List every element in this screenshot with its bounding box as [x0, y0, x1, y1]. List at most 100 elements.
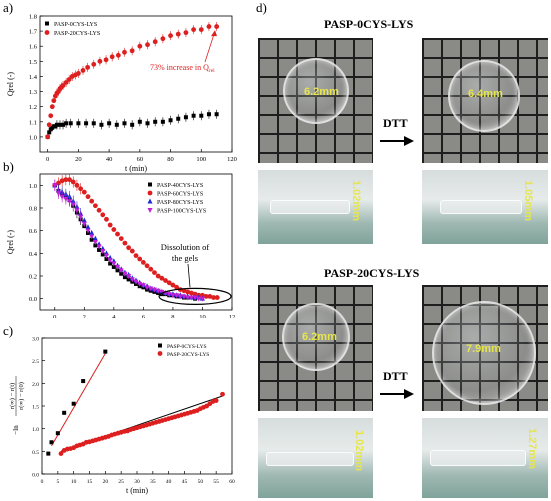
data-point: [145, 121, 150, 126]
data-point: [111, 227, 117, 232]
data-point: [183, 30, 189, 36]
data-point: [140, 283, 146, 289]
data-point: [66, 77, 72, 82]
data-point: [155, 288, 161, 294]
x-axis-label: t (min): [126, 486, 148, 495]
data-point: [111, 264, 116, 269]
photo-top-right-side-view: 1.05mm: [422, 170, 548, 244]
legend-label: PASP-100CYS-LYS: [157, 209, 206, 215]
data-point: [181, 294, 187, 300]
x-tick-label: 40: [166, 479, 172, 485]
annotation-text: Dissolution of: [161, 242, 210, 252]
x-tick-label: 55: [213, 479, 219, 485]
data-point: [153, 119, 158, 124]
diameter-label: 7.9mm: [466, 343, 501, 355]
data-point: [185, 289, 191, 295]
data-point: [55, 431, 60, 436]
data-point: [188, 290, 194, 296]
data-point: [166, 292, 172, 298]
data-point: [115, 52, 121, 58]
data-point: [151, 287, 157, 293]
y-tick-label: 0.2: [29, 274, 37, 281]
data-point: [159, 275, 165, 281]
data-point: [47, 130, 52, 135]
plot-frame: [39, 173, 233, 311]
data-point: [58, 451, 64, 456]
data-point: [214, 24, 220, 29]
data-point: [176, 116, 181, 121]
data-point: [188, 295, 194, 301]
y-tick-label: 3.0: [32, 337, 39, 343]
data-point: [55, 191, 61, 197]
chart-b-dissolution: 0 2 4 6 8 10 12 0.0 0.2 0.4 0.6 0.8 1.0 Qrel (-) PASP-…: [6, 173, 235, 318]
data-point: [126, 245, 132, 251]
data-point: [140, 260, 146, 265]
legend-label: PASP-0CYS-LYS: [54, 22, 97, 28]
data-point: [129, 48, 135, 54]
data-point: [144, 285, 150, 291]
y-tick-label: 1.2: [29, 104, 37, 111]
gel-slab: [270, 200, 350, 214]
y-tick-label: 1.0: [29, 183, 37, 190]
y-axis-label: Qrel (-): [6, 72, 15, 97]
data-point: [213, 398, 219, 403]
data-point: [89, 237, 94, 242]
data-point: [96, 244, 102, 250]
legend-marker: [45, 21, 49, 26]
data-point: [129, 248, 135, 254]
y-tick-label: 1.4: [29, 74, 38, 81]
data-point: [99, 122, 104, 127]
data-point: [168, 118, 173, 123]
panel-letter-c: c): [3, 323, 14, 338]
data-point: [192, 295, 198, 301]
data-point: [97, 247, 102, 252]
data-point: [70, 202, 76, 208]
data-point: [103, 349, 108, 354]
data-point: [63, 196, 69, 202]
data-point: [59, 178, 65, 184]
photo-bottom-right-side-view: 1.27mm: [422, 418, 548, 498]
photo-bottom-left-top-view: 6.2mm: [258, 285, 373, 411]
x-tick-label: 5: [56, 479, 59, 485]
legend-label: PASP-80CYS-LYS: [157, 200, 203, 206]
data-point: [62, 410, 67, 415]
data-point: [206, 112, 211, 117]
data-point: [174, 293, 180, 299]
y-tick-label: 1.8: [29, 14, 37, 21]
data-point: [89, 198, 95, 204]
data-point: [91, 61, 97, 67]
data-point: [114, 122, 119, 127]
data-point: [100, 249, 106, 255]
y-tick-label: 2.5: [32, 359, 39, 365]
data-point: [155, 273, 161, 279]
x-tick-label: 50: [198, 479, 204, 485]
data-point: [192, 291, 198, 297]
data-point: [220, 391, 225, 397]
data-point: [214, 112, 219, 117]
gel-slab: [266, 452, 354, 466]
data-point: [137, 256, 143, 262]
panel-letter-d: d): [256, 0, 267, 15]
legend-marker: [158, 343, 162, 348]
legend-label: PASP-20CYS-LYS: [167, 352, 209, 358]
data-point: [92, 203, 98, 209]
chart-c-kinetics: 0 5 10 15 20 25 30 35 40 45 50 55 60 0.0 0.5 1.0 1.5 2.0 2…: [9, 337, 235, 496]
data-point: [152, 39, 158, 45]
data-point: [126, 274, 132, 279]
data-point: [57, 122, 62, 127]
data-point: [49, 440, 54, 445]
legend-label: PASP-0CYS-LYS: [167, 344, 207, 350]
x-tick-label: 6: [142, 314, 146, 318]
y-tick-label: 0.8: [29, 206, 37, 213]
data-point: [181, 288, 187, 294]
annotation-text: the gels: [172, 253, 198, 263]
data-point: [104, 257, 109, 261]
data-point: [78, 186, 84, 192]
x-tick-label: 0: [53, 314, 56, 318]
legend-marker: [157, 351, 163, 356]
photo-bottom-left-side-view: 1.02mm: [258, 418, 373, 498]
gel-disk: [282, 303, 350, 371]
diameter-label: 6.4mm: [468, 88, 503, 100]
data-point: [199, 113, 204, 118]
photo-top-left-top-view: 6.2mm: [258, 38, 373, 163]
